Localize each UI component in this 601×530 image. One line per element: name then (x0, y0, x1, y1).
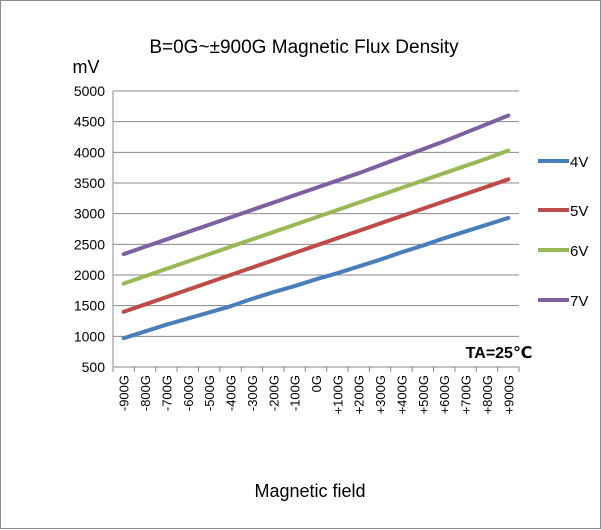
x-tick-label: -900G (117, 375, 132, 411)
series-line-4V (121, 215, 511, 341)
x-tick-label: -200G (266, 375, 281, 411)
legend-label-5V: 5V (570, 203, 588, 220)
x-tick-label: +900G (501, 375, 516, 414)
x-axis-label: Magnetic field (254, 481, 365, 501)
y-tick-label: 1500 (74, 298, 105, 314)
chart-title: B=0G~±900G Magnetic Flux Density (149, 37, 459, 58)
legend-label-6V: 6V (570, 243, 588, 260)
x-tick-label: -500G (202, 375, 217, 411)
legend-label-7V: 7V (570, 293, 588, 310)
series-line-6V (121, 148, 511, 286)
series-line-7V (121, 113, 511, 257)
y-tick-label: 4500 (74, 114, 105, 130)
y-tick-label: 4000 (74, 144, 105, 160)
x-tick-label: +500G (416, 375, 431, 414)
x-tick-label: +100G (330, 375, 345, 414)
x-tick-label: +700G (459, 375, 474, 414)
y-tick-label: 2000 (74, 267, 105, 283)
x-tick-label: -100G (288, 375, 303, 411)
x-tick-label: -300G (245, 375, 260, 411)
legend-label-4V: 4V (570, 154, 588, 171)
x-tick-label: -800G (138, 375, 153, 411)
y-tick-label: 5000 (74, 83, 105, 99)
y-tick-label: 3000 (74, 206, 105, 222)
legend: 4V 5V 6V 7V (538, 154, 588, 310)
y-tick-labels: 500 1000 1500 2000 2500 3000 3500 4000 4500 5000 (74, 83, 105, 375)
y-tick-label: 1000 (74, 328, 105, 344)
y-tick-label: 500 (82, 359, 106, 375)
x-tick-label: 0G (309, 375, 324, 392)
x-tick-label: -700G (159, 375, 174, 411)
x-tick-label: +800G (480, 375, 495, 414)
series-lines (121, 113, 511, 341)
x-tick-label: +600G (437, 375, 452, 414)
x-tick-label: +300G (373, 375, 388, 414)
y-axis-label: mV (73, 57, 100, 77)
x-tick-label: +400G (394, 375, 409, 414)
y-tick-label: 3500 (74, 175, 105, 191)
y-tick-label: 2500 (74, 236, 105, 252)
x-tick-label: -400G (224, 375, 239, 411)
series-line-5V (121, 177, 511, 314)
temperature-annotation: TA=25℃ (466, 345, 533, 362)
x-tick-label: -600G (181, 375, 196, 411)
x-tick-label: +200G (352, 375, 367, 414)
x-tick-labels: -900G -800G -700G -600G -500G -400G -300G -200G… (117, 375, 517, 414)
gridlines (112, 90, 520, 372)
